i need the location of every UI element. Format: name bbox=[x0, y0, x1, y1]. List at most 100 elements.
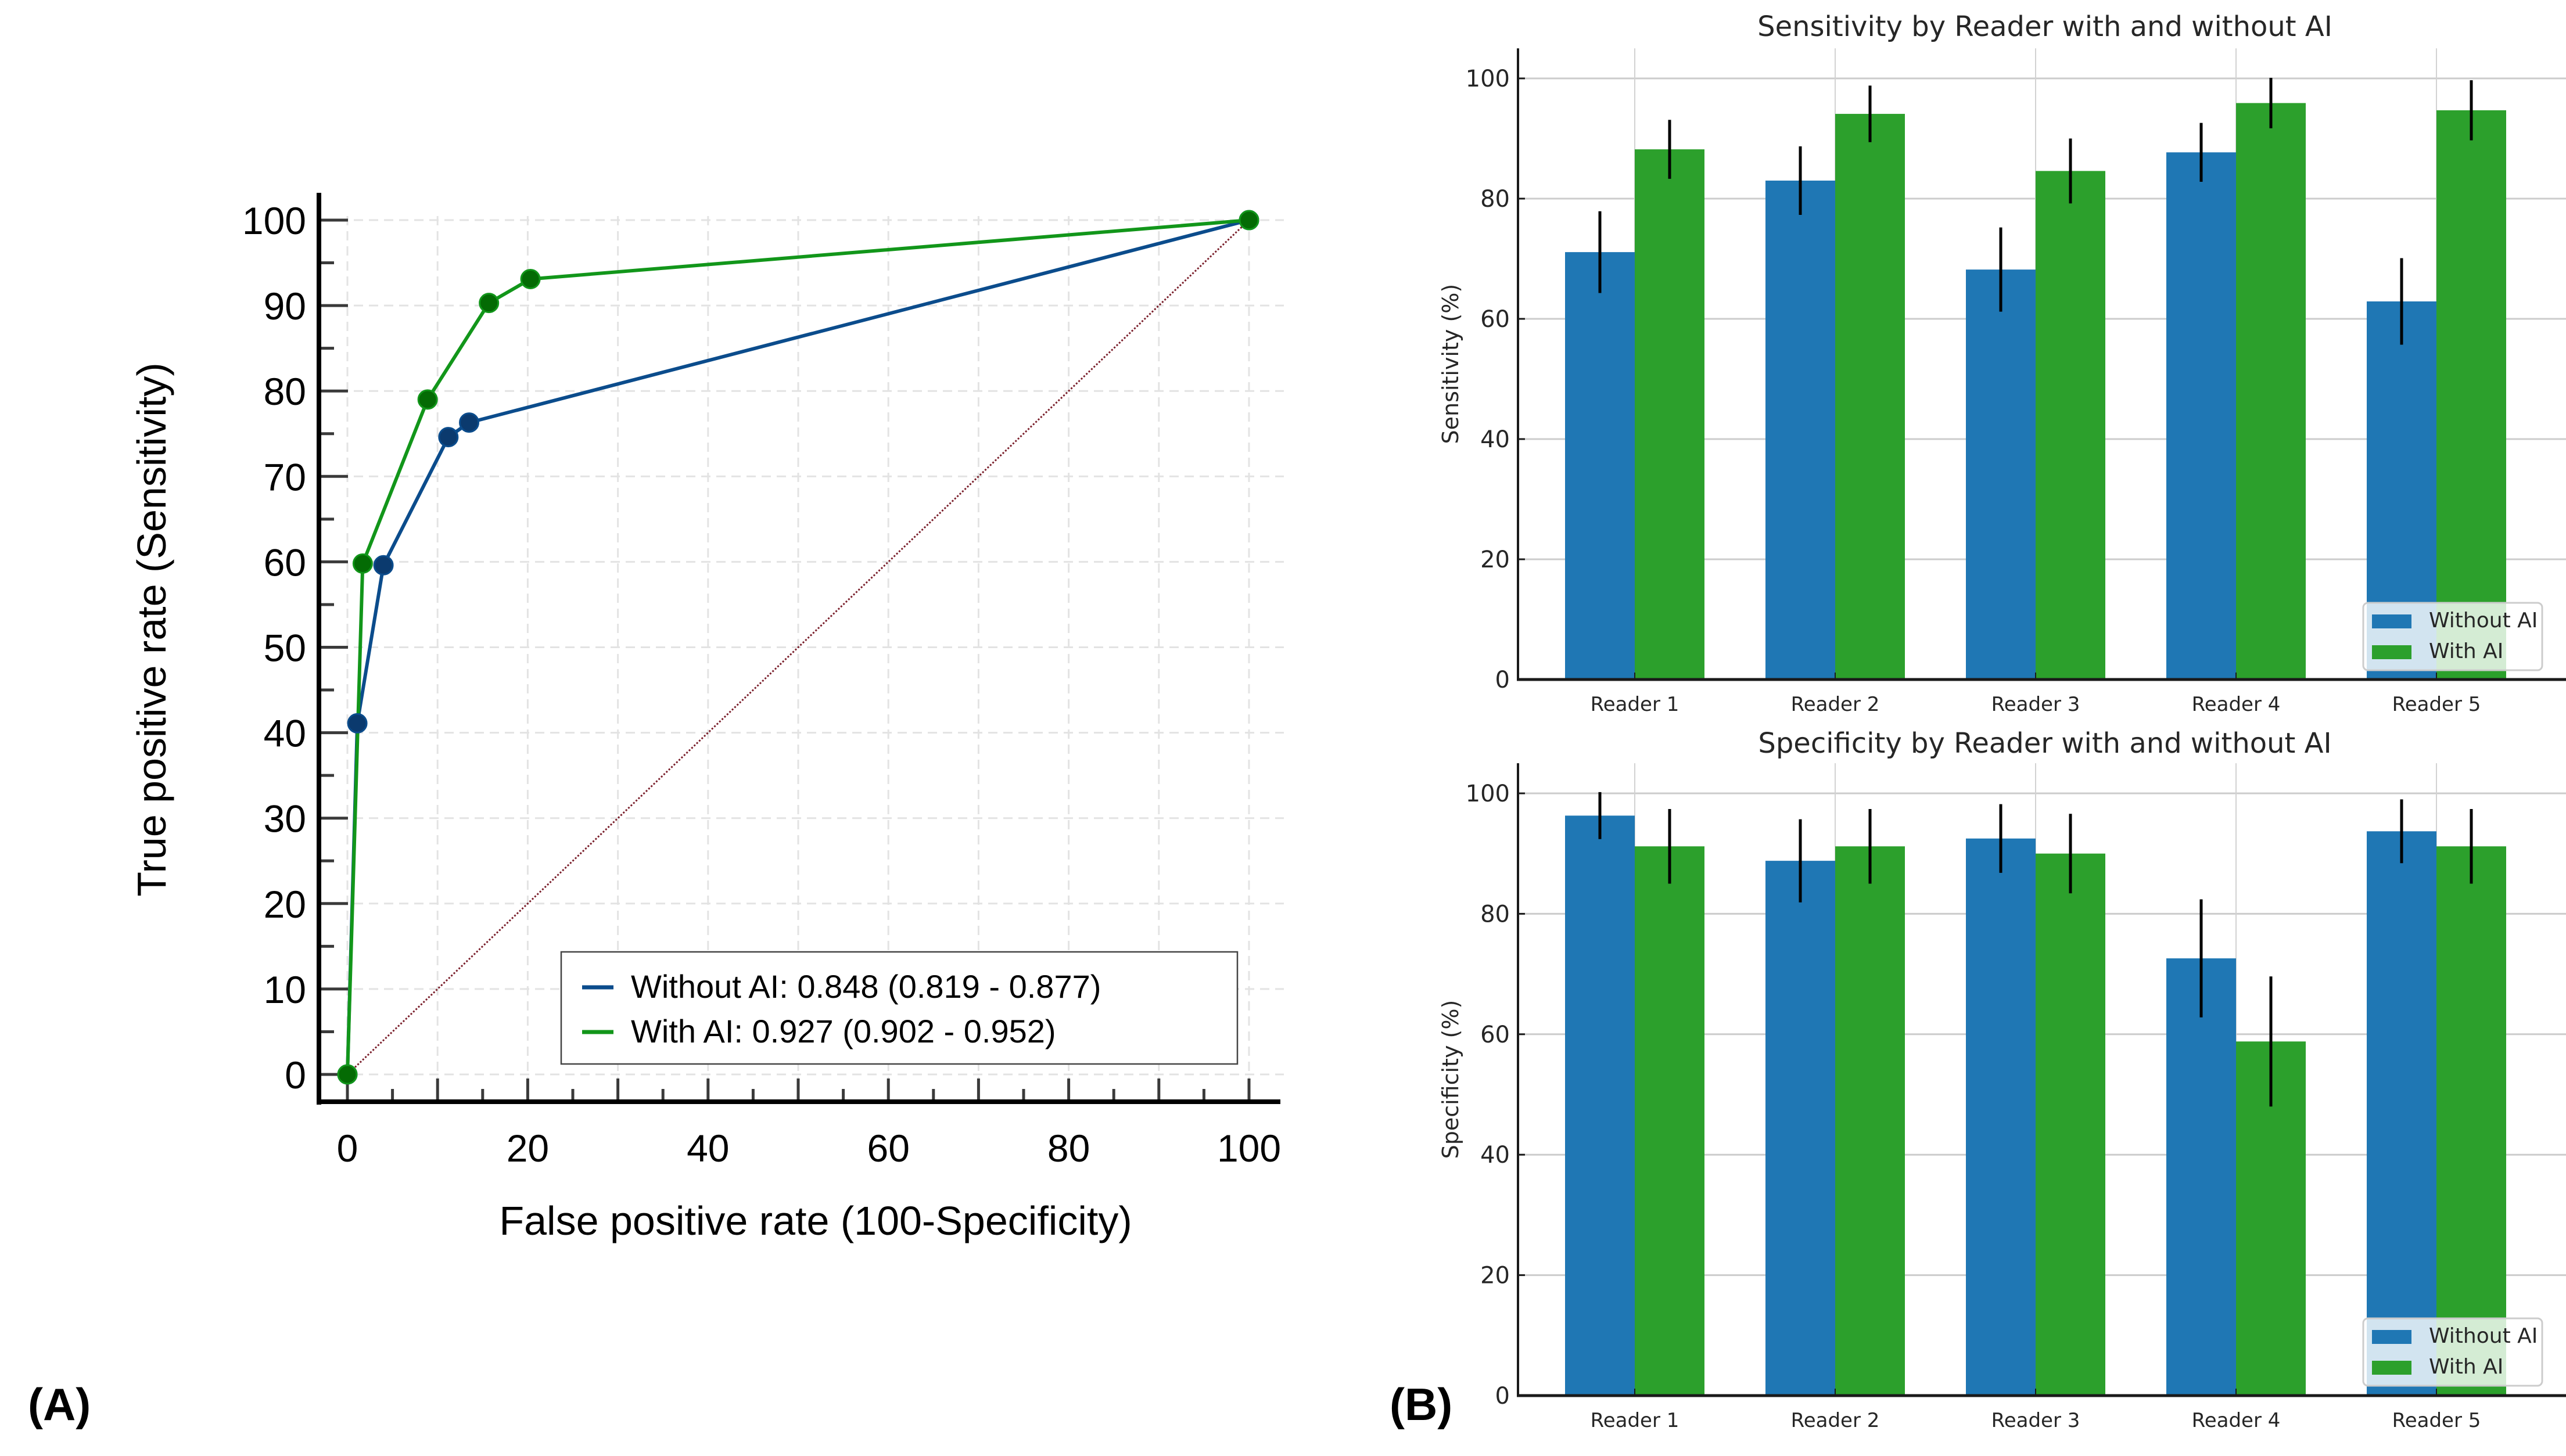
roc-y-tick-label: 90 bbox=[264, 285, 306, 328]
roc-x-tick-label: 20 bbox=[507, 1127, 549, 1170]
panel-label-a: (A) bbox=[28, 1379, 91, 1430]
specificity-bar-chart: Specificity by Reader with and without A… bbox=[1438, 727, 2566, 1432]
roc-y-axis-label: True positive rate (Sensitivity) bbox=[129, 362, 174, 896]
bar-legend-swatch bbox=[2372, 645, 2411, 659]
bar-chart-title: Sensitivity by Reader with and without A… bbox=[1757, 10, 2332, 43]
bar-y-tick-label: 0 bbox=[1495, 1383, 1510, 1410]
bar-without-ai-reader-3 bbox=[1966, 269, 2036, 680]
bar-y-tick-label: 20 bbox=[1480, 1263, 1510, 1289]
bar-y-tick-label: 60 bbox=[1480, 1022, 1510, 1048]
bar-without-ai-reader-5 bbox=[2367, 831, 2436, 1396]
bar-with-ai-reader-2 bbox=[1835, 846, 1905, 1396]
bar-with-ai-reader-3 bbox=[2036, 171, 2105, 680]
bar-with-ai-reader-5 bbox=[2436, 846, 2506, 1396]
roc-point-with-ai bbox=[352, 553, 373, 574]
bar-x-tick-label: Reader 3 bbox=[1991, 1409, 2080, 1432]
bar-x-tick-label: Reader 5 bbox=[2392, 1409, 2481, 1432]
roc-chart: 0 10 20 30 40 50 60 70 80 90 100 0 20 40 60 80 100 Fals… bbox=[129, 193, 1284, 1243]
bar-without-ai-reader-4 bbox=[2166, 152, 2236, 680]
bar-legend-label: Without AI bbox=[2429, 1324, 2538, 1348]
bar-x-tick-label: Reader 1 bbox=[1591, 693, 1679, 716]
bar-with-ai-reader-3 bbox=[2036, 853, 2105, 1396]
bar-legend-swatch bbox=[2372, 614, 2411, 628]
bar-y-tick-label: 100 bbox=[1466, 66, 1510, 92]
bar-without-ai-reader-2 bbox=[1765, 180, 1835, 680]
roc-axes bbox=[317, 193, 1280, 1105]
roc-curve-with-ai bbox=[346, 218, 1250, 1075]
roc-x-tick-label: 60 bbox=[867, 1127, 909, 1170]
bar-legend-swatch bbox=[2372, 1361, 2411, 1375]
roc-y-ticks: 0 10 20 30 40 50 60 70 80 90 100 bbox=[242, 199, 348, 1097]
roc-y-tick-label: 0 bbox=[285, 1054, 306, 1097]
roc-x-ticks: 0 20 40 60 80 100 bbox=[337, 1078, 1281, 1170]
roc-x-tick-label: 40 bbox=[687, 1127, 729, 1170]
roc-point-without-ai bbox=[373, 555, 394, 576]
bar-legend-label: Without AI bbox=[2429, 609, 2538, 632]
bar-legend: Without AI With AI bbox=[2362, 1317, 2543, 1387]
bar-without-ai-reader-1 bbox=[1565, 815, 1635, 1396]
roc-x-tick-label: 0 bbox=[337, 1127, 358, 1170]
bar-without-ai-reader-3 bbox=[1966, 838, 2036, 1396]
bar-x-tick-label: Reader 3 bbox=[1991, 693, 2080, 716]
roc-y-tick-label: 20 bbox=[264, 883, 306, 926]
bar-with-ai-reader-4 bbox=[2236, 103, 2306, 680]
roc-y-tick-label: 100 bbox=[242, 199, 306, 242]
bar-y-tick-label: 40 bbox=[1480, 1142, 1510, 1169]
bar-with-ai-reader-1 bbox=[1635, 149, 1704, 680]
roc-x-tick-label: 100 bbox=[1217, 1127, 1281, 1170]
bar-without-ai-reader-2 bbox=[1765, 861, 1835, 1396]
bar-legend-label: With AI bbox=[2429, 639, 2503, 663]
bar-legend-label: With AI bbox=[2429, 1355, 2503, 1379]
roc-point-without-ai bbox=[438, 427, 459, 448]
bar-x-tick-label: Reader 1 bbox=[1591, 1409, 1679, 1432]
roc-point-with-ai bbox=[520, 268, 541, 289]
bar-y-tick-label: 100 bbox=[1466, 781, 1510, 807]
bar-y-axis-label: Sensitivity (%) bbox=[1438, 284, 1463, 444]
roc-legend: Without AI: 0.848 (0.819 - 0.877) With A… bbox=[560, 951, 1239, 1065]
roc-chance-line bbox=[346, 219, 1250, 1076]
roc-x-axis-label: False positive rate (100-Specificity) bbox=[499, 1198, 1132, 1243]
roc-point-without-ai bbox=[459, 412, 480, 433]
roc-point-with-ai bbox=[1239, 210, 1259, 231]
bar-x-tick-label: Reader 4 bbox=[2192, 693, 2281, 716]
bar-y-tick-label: 80 bbox=[1480, 186, 1510, 213]
bar-y-tick-label: 0 bbox=[1495, 667, 1510, 693]
roc-y-tick-label: 70 bbox=[264, 455, 306, 498]
sensitivity-bar-chart: Sensitivity by Reader with and without A… bbox=[1438, 10, 2566, 716]
bar-y-tick-label: 80 bbox=[1480, 901, 1510, 927]
roc-legend-label-with-ai: With AI: 0.927 (0.902 - 0.952) bbox=[631, 1013, 1056, 1049]
bar-with-ai-reader-1 bbox=[1635, 846, 1704, 1396]
roc-y-tick-label: 50 bbox=[264, 627, 306, 670]
roc-point-with-ai bbox=[417, 389, 438, 410]
bar-chart-title: Specificity by Reader with and without A… bbox=[1758, 727, 2331, 760]
roc-y-tick-label: 30 bbox=[264, 797, 306, 840]
roc-point-with-ai bbox=[337, 1064, 358, 1085]
bar-x-tick-label: Reader 5 bbox=[2392, 693, 2481, 716]
bar-x-tick-label: Reader 2 bbox=[1791, 1409, 1880, 1432]
roc-gridlines bbox=[324, 216, 1284, 1097]
bar-without-ai-reader-1 bbox=[1565, 252, 1635, 680]
bar-y-tick-label: 40 bbox=[1480, 426, 1510, 453]
roc-y-tick-label: 60 bbox=[264, 541, 306, 584]
panel-label-b: (B) bbox=[1390, 1379, 1452, 1430]
bar-y-tick-label: 20 bbox=[1480, 547, 1510, 573]
bar-with-ai-reader-5 bbox=[2436, 110, 2506, 680]
roc-y-tick-label: 10 bbox=[264, 968, 306, 1011]
bar-x-tick-label: Reader 4 bbox=[2192, 1409, 2281, 1432]
bar-y-axis-label: Specificity (%) bbox=[1438, 1000, 1463, 1159]
bar-without-ai-reader-4 bbox=[2166, 958, 2236, 1396]
bar-legend: Without AI With AI bbox=[2362, 602, 2543, 671]
roc-y-tick-label: 80 bbox=[264, 370, 306, 413]
bar-legend-swatch bbox=[2372, 1330, 2411, 1344]
roc-x-tick-label: 80 bbox=[1047, 1127, 1090, 1170]
bar-y-tick-label: 60 bbox=[1480, 306, 1510, 333]
roc-point-with-ai bbox=[479, 293, 500, 314]
roc-legend-label-without-ai: Without AI: 0.848 (0.819 - 0.877) bbox=[631, 968, 1101, 1005]
roc-legend-box bbox=[560, 951, 1239, 1065]
roc-y-tick-label: 40 bbox=[264, 712, 306, 755]
bar-x-tick-label: Reader 2 bbox=[1791, 693, 1880, 716]
roc-point-without-ai bbox=[347, 713, 368, 734]
roc-series bbox=[337, 210, 1259, 1085]
bar-with-ai-reader-2 bbox=[1835, 114, 1905, 680]
